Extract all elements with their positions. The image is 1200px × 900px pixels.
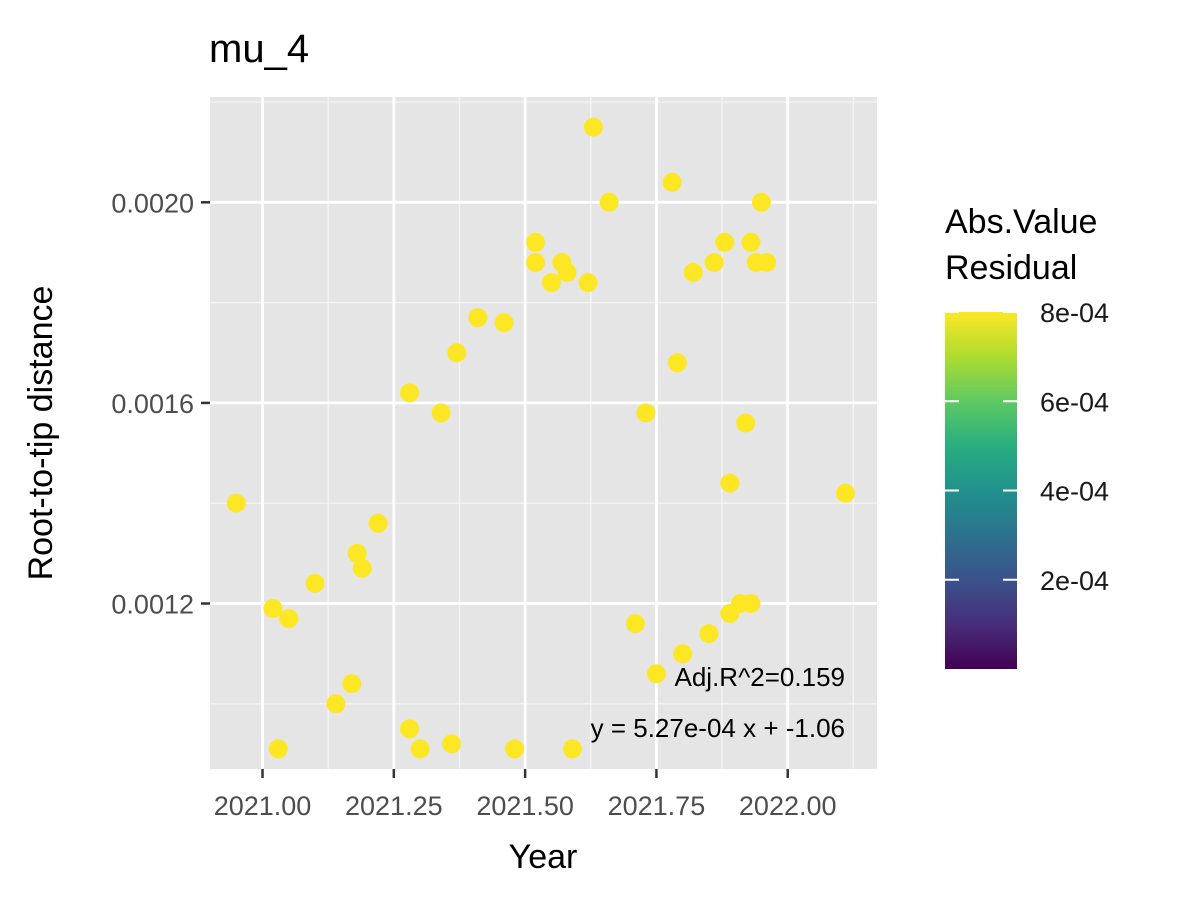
- colorbar-tick-label: 2e-04: [1040, 566, 1109, 596]
- data-point: [494, 313, 514, 333]
- r-squared-annotation: Adj.R^2=0.159: [675, 662, 846, 692]
- data-point: [699, 624, 719, 644]
- legend-title-line: Residual: [945, 249, 1077, 287]
- grid-lines: [210, 97, 877, 769]
- data-point: [736, 413, 756, 433]
- data-point: [683, 263, 703, 282]
- data-point: [526, 253, 546, 272]
- y-tick-label: 0.0020: [111, 188, 194, 218]
- colorbar-legend: Abs.Value Residual 2e-04 4e-04 6e-04 8e-04: [945, 203, 1109, 669]
- data-point: [720, 604, 740, 623]
- data-point: [599, 192, 619, 212]
- x-tick-label: 2021.00: [214, 791, 312, 821]
- data-point: [673, 644, 693, 664]
- x-axis-title: Year: [509, 838, 578, 876]
- data-point: [279, 609, 299, 629]
- equation-annotation: y = 5.27e-04 x + -1.06: [591, 713, 845, 743]
- data-point: [368, 513, 388, 533]
- colorbar-tick-label: 6e-04: [1040, 387, 1109, 417]
- y-tick-label: 0.0016: [111, 389, 194, 419]
- data-point: [752, 192, 771, 212]
- data-point: [557, 263, 577, 282]
- data-point: [268, 739, 288, 759]
- data-point: [646, 664, 666, 684]
- colorbar-tick-label: 8e-04: [1040, 298, 1109, 328]
- data-point: [541, 273, 561, 293]
- points-layer: [226, 117, 855, 759]
- data-point: [468, 308, 488, 328]
- data-point: [562, 739, 582, 759]
- data-point: [447, 343, 467, 363]
- colorbar-tick-label: 4e-04: [1040, 477, 1109, 507]
- data-point: [263, 599, 283, 618]
- data-point: [704, 253, 724, 272]
- data-point: [226, 493, 246, 513]
- legend-title-line: Abs.Value: [945, 203, 1097, 241]
- data-point: [410, 739, 430, 759]
- axes: 2021.00 2021.25 2021.50 2021.75 2022.00 0.001…: [111, 188, 836, 821]
- annotations: Adj.R^2=0.159 y = 5.27e-04 x + -1.06: [591, 662, 845, 743]
- x-tick-label: 2021.25: [345, 791, 443, 821]
- data-point: [741, 232, 761, 252]
- data-point: [352, 558, 372, 578]
- data-point: [757, 253, 777, 272]
- data-point: [326, 694, 346, 714]
- chart-title: mu_4: [209, 27, 309, 71]
- data-point: [578, 273, 598, 293]
- data-point: [442, 734, 462, 754]
- x-tick-label: 2021.50: [476, 791, 574, 821]
- y-axis-title: Root-to-tip distance: [22, 286, 60, 581]
- data-point: [662, 172, 682, 192]
- data-point: [431, 403, 451, 423]
- data-point: [667, 353, 687, 373]
- data-point: [836, 483, 855, 503]
- x-tick-label: 2021.75: [608, 791, 706, 821]
- data-point: [720, 473, 740, 493]
- data-point: [636, 403, 656, 423]
- data-point: [741, 594, 761, 613]
- y-tick-label: 0.0012: [111, 590, 194, 620]
- data-point: [625, 614, 645, 634]
- data-point: [583, 117, 603, 137]
- data-point: [526, 232, 546, 252]
- data-point: [305, 573, 325, 593]
- data-point: [347, 543, 367, 563]
- data-point: [342, 674, 362, 694]
- data-point: [400, 719, 420, 739]
- data-point: [715, 232, 735, 252]
- data-point: [505, 739, 525, 759]
- data-point: [400, 383, 420, 403]
- x-tick-label: 2022.00: [739, 791, 837, 821]
